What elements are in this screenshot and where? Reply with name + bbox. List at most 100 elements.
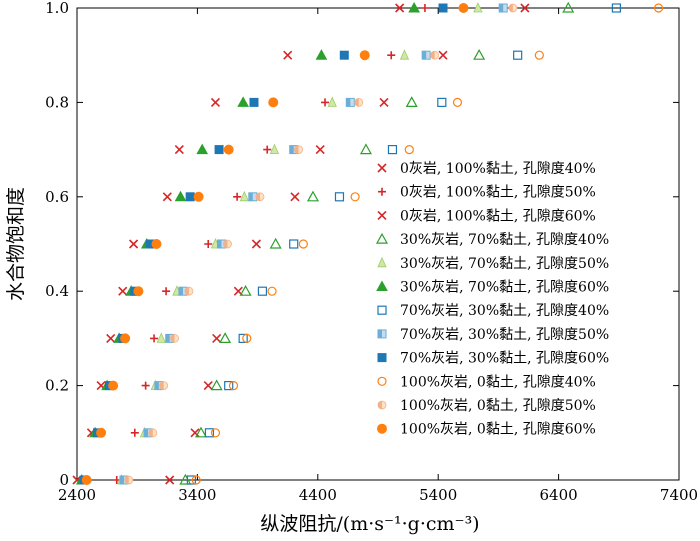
data-point	[233, 192, 242, 201]
x-tick-label: 4400	[299, 486, 337, 504]
data-point	[653, 3, 664, 13]
data-point	[249, 97, 259, 107]
data-point	[473, 48, 486, 60]
data-point	[377, 210, 387, 220]
y-tick-label: 1.0	[45, 0, 69, 17]
legend-item: 100%灰岩, 0黏土, 孔隙度60%	[377, 422, 596, 438]
data-point	[376, 280, 388, 291]
series	[186, 3, 621, 485]
data-point	[193, 191, 204, 202]
legend-item: 30%灰岩, 70%黏土, 孔隙度40%	[375, 232, 609, 248]
data-point	[204, 428, 215, 438]
legend-label: 30%灰岩, 70%黏土, 孔隙度50%	[400, 256, 609, 272]
data-point	[238, 333, 248, 343]
data-point	[377, 376, 387, 386]
data-point	[437, 97, 447, 108]
data-point	[196, 143, 209, 155]
data-point	[377, 400, 387, 410]
data-point	[377, 163, 387, 173]
data-point	[212, 333, 222, 343]
y-tick-label: 0.4	[45, 282, 69, 300]
legend-label: 70%灰岩, 30%黏土, 孔隙度60%	[400, 351, 609, 367]
data-point	[404, 145, 414, 155]
data-point	[387, 145, 398, 155]
x-tick-label: 3400	[178, 486, 216, 504]
data-point	[315, 145, 325, 155]
series	[112, 4, 429, 484]
data-point	[377, 305, 387, 315]
legend-item: 100%灰岩, 0黏土, 孔隙度40%	[377, 374, 596, 390]
data-point	[186, 475, 196, 485]
data-point	[421, 50, 431, 60]
legend-item: 70%灰岩, 30%黏土, 孔隙度50%	[377, 327, 609, 343]
data-point	[377, 329, 387, 339]
x-tick-label: 2400	[58, 486, 96, 504]
data-point	[251, 239, 261, 249]
data-point	[294, 145, 303, 155]
data-point	[223, 144, 234, 155]
data-point	[174, 145, 184, 155]
data-point	[269, 237, 282, 249]
legend-label: 30%灰岩, 70%黏土, 孔隙度40%	[400, 232, 609, 248]
data-point	[520, 3, 530, 13]
legend-label: 100%灰岩, 0黏土, 孔隙度60%	[400, 422, 596, 438]
data-point	[210, 97, 221, 107]
data-point	[269, 143, 280, 155]
y-tick-label: 0	[59, 471, 69, 489]
data-point	[359, 50, 370, 61]
series	[75, 1, 420, 485]
data-point	[387, 51, 396, 60]
legend-label: 0灰岩, 100%黏土, 孔隙度60%	[400, 208, 596, 224]
data-point	[162, 192, 172, 202]
data-points	[72, 1, 664, 485]
data-point	[210, 428, 221, 438]
legend-label: 0灰岩, 100%黏土, 孔隙度40%	[400, 161, 596, 177]
y-tick-label: 0.6	[45, 188, 69, 206]
data-point	[498, 3, 508, 13]
data-point	[334, 192, 345, 202]
legend-label: 30%灰岩, 70%黏土, 孔隙度60%	[400, 280, 609, 296]
legend-item: 0灰岩, 100%黏土, 孔隙度60%	[377, 208, 596, 224]
legend-label: 0灰岩, 100%黏土, 孔隙度50%	[400, 185, 596, 201]
data-point	[174, 190, 187, 202]
data-point	[237, 96, 250, 107]
series	[119, 3, 508, 485]
data-point	[223, 239, 232, 249]
data-point	[315, 49, 328, 60]
data-point	[438, 50, 448, 60]
data-point	[204, 240, 213, 248]
data-point	[151, 239, 162, 249]
data-point	[508, 3, 518, 13]
data-point	[118, 286, 128, 296]
data-point	[405, 96, 418, 108]
data-point	[170, 333, 179, 343]
data-point	[452, 97, 463, 108]
data-point	[379, 97, 389, 107]
data-point	[210, 379, 223, 391]
data-point	[290, 192, 300, 202]
plot-frame	[76, 7, 680, 481]
series	[124, 3, 518, 485]
data-point	[130, 428, 139, 437]
x-tick-label: 5400	[419, 486, 457, 504]
data-point	[141, 381, 150, 390]
data-point	[298, 239, 308, 249]
legend-item: 70%灰岩, 30%黏土, 孔隙度40%	[377, 303, 609, 319]
data-point	[203, 381, 213, 391]
data-point	[224, 381, 234, 391]
legend-item: 30%灰岩, 70%黏土, 孔隙度50%	[377, 256, 609, 272]
data-point	[408, 1, 420, 13]
y-axis-ticks: 0 0.2 0.4 0.6 0.8 1.0	[45, 0, 679, 489]
data-point	[438, 3, 448, 13]
data-point	[263, 145, 272, 154]
legend-label: 70%灰岩, 30%黏土, 孔隙度50%	[400, 327, 609, 343]
y-tick-label: 0.8	[45, 93, 69, 111]
data-point	[359, 143, 372, 155]
data-point	[194, 426, 208, 438]
data-point	[420, 4, 429, 12]
data-point	[108, 380, 119, 391]
data-point	[395, 3, 405, 13]
data-point	[150, 334, 159, 343]
legend: 0灰岩, 100%黏土, 孔隙度40% 0灰岩, 100%黏土, 孔隙度50% 0灰…	[375, 161, 609, 438]
